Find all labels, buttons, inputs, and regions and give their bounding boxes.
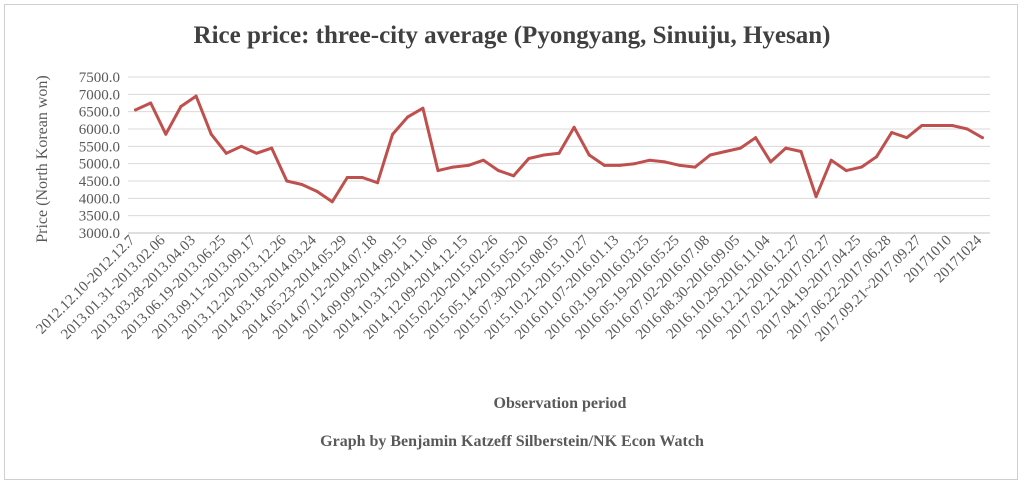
data-point (738, 146, 742, 150)
x-axis-ticks: 2012.12.10-2012.12.72013.01.31-2013.02.0… (33, 232, 985, 345)
data-point (391, 132, 395, 136)
data-point (905, 136, 909, 140)
data-point (164, 132, 168, 136)
data-point (980, 136, 984, 140)
data-point (406, 115, 410, 119)
y-axis-title: Price (North Korean won) (34, 75, 51, 243)
data-point (179, 104, 183, 108)
data-point (693, 165, 697, 169)
data-point (194, 94, 198, 98)
data-point (829, 158, 833, 162)
y-tick-label: 6500.0 (79, 105, 120, 121)
data-point (844, 169, 848, 173)
data-point (239, 144, 243, 148)
data-point (557, 151, 561, 155)
y-tick-label: 3000.0 (79, 226, 120, 242)
data-point (149, 101, 153, 105)
y-tick-label: 4500.0 (79, 174, 120, 190)
data-point (769, 160, 773, 164)
gridlines (128, 76, 990, 217)
data-point (935, 124, 939, 128)
data-point (224, 151, 228, 155)
data-point (965, 127, 969, 131)
data-point (723, 150, 727, 154)
data-point (436, 169, 440, 173)
data-point (330, 200, 334, 204)
data-point (950, 124, 954, 128)
data-point (527, 156, 531, 160)
data-point (255, 151, 259, 155)
y-tick-label: 3500.0 (79, 209, 120, 225)
data-point (678, 163, 682, 167)
data-point (875, 155, 879, 159)
data-point (315, 189, 319, 193)
data-point (648, 158, 652, 162)
data-point (799, 150, 803, 154)
y-tick-label: 6000.0 (79, 122, 120, 138)
data-point (814, 195, 818, 199)
data-point (300, 182, 304, 186)
data-point (890, 130, 894, 134)
y-tick-label: 7000.0 (79, 87, 120, 103)
graph-credit: Graph by Benjamin Katzeff Silberstein/NK… (320, 433, 704, 450)
data-point (663, 160, 667, 164)
data-point (602, 163, 606, 167)
data-point (134, 108, 138, 112)
chart-frame (4, 4, 1018, 480)
data-point (360, 176, 364, 180)
data-point (481, 158, 485, 162)
data-point (285, 179, 289, 183)
data-point (512, 174, 516, 178)
y-tick-label: 4000.0 (79, 191, 120, 207)
data-point (542, 153, 546, 157)
data-point (345, 176, 349, 180)
data-point (587, 153, 591, 157)
data-point (209, 132, 213, 136)
data-point (421, 106, 425, 110)
data-point (708, 153, 712, 157)
data-point (497, 169, 501, 173)
series-group (134, 94, 984, 204)
chart-title: Rice price: three-city average (Pyongyan… (193, 22, 831, 49)
data-point (451, 165, 455, 169)
y-tick-label: 5500.0 (79, 139, 120, 155)
data-point (784, 146, 788, 150)
data-point (466, 163, 470, 167)
data-point (617, 163, 621, 167)
data-point (270, 146, 274, 150)
data-point (633, 162, 637, 166)
y-tick-label: 7500.0 (79, 70, 120, 86)
data-point (572, 125, 576, 129)
x-axis-title: Observation period (494, 395, 627, 412)
data-point (920, 124, 924, 128)
y-tick-label: 5000.0 (79, 157, 120, 173)
data-point (376, 181, 380, 185)
data-point (859, 165, 863, 169)
data-point (754, 136, 758, 140)
